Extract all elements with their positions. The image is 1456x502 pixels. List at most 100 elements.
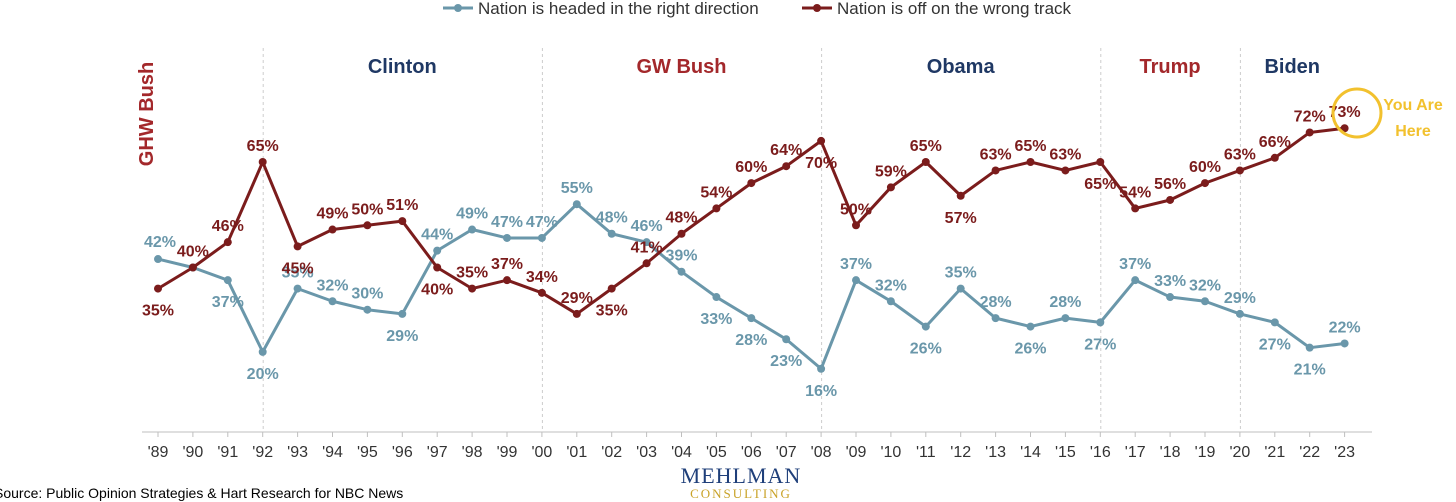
x-tick-label: '08: [811, 444, 832, 461]
president-label: Clinton: [368, 56, 437, 78]
point-wrong-track: [503, 276, 511, 285]
data-label-right-direction: 55%: [561, 180, 593, 197]
x-tick-label: '19: [1195, 444, 1216, 461]
data-label-wrong-track: 41%: [631, 239, 663, 256]
x-tick-label: '96: [392, 444, 413, 461]
data-label-wrong-track: 29%: [561, 290, 593, 307]
legend-item-wrong-track: Nation is off on the wrong track: [802, 0, 1072, 18]
president-label: Biden: [1264, 56, 1320, 78]
x-tick-label: '91: [217, 444, 238, 461]
data-label-wrong-track: 54%: [1119, 184, 1151, 201]
x-tick-label: '02: [601, 444, 622, 461]
point-right-direction: [956, 284, 965, 293]
data-label-wrong-track: 35%: [456, 265, 488, 282]
point-right-direction: [537, 233, 546, 242]
x-tick-label: '98: [462, 444, 483, 461]
data-label-wrong-track: 37%: [491, 256, 523, 273]
point-wrong-track: [537, 288, 546, 297]
point-wrong-track: [433, 263, 442, 272]
point-right-direction: [852, 276, 860, 285]
data-label-wrong-track: 54%: [700, 184, 732, 201]
x-tick-label: '16: [1090, 444, 1111, 461]
point-wrong-track: [1235, 166, 1244, 175]
point-right-direction: [223, 276, 232, 285]
point-wrong-track: [886, 183, 895, 192]
data-label-right-direction: 42%: [144, 234, 176, 251]
x-tick-label: '07: [776, 444, 797, 461]
data-label-wrong-track: 65%: [1014, 138, 1046, 155]
data-label-wrong-track: 65%: [910, 138, 942, 155]
president-label: Trump: [1140, 56, 1201, 78]
x-tick-label: '90: [182, 444, 203, 461]
data-label-wrong-track: 65%: [1084, 176, 1116, 193]
point-wrong-track: [1270, 153, 1279, 162]
x-tick-label: '06: [741, 444, 762, 461]
data-label-right-direction: 32%: [1189, 277, 1221, 294]
data-label-right-direction: 16%: [805, 383, 837, 400]
point-right-direction: [1096, 318, 1105, 327]
point-wrong-track: [154, 284, 162, 293]
point-right-direction: [1305, 343, 1314, 352]
x-tick-label: '99: [497, 444, 518, 461]
data-label-wrong-track: 35%: [596, 303, 628, 320]
point-wrong-track: [677, 229, 686, 238]
point-wrong-track: [642, 259, 651, 268]
point-right-direction: [398, 309, 407, 318]
x-tick-label: '20: [1229, 444, 1250, 461]
x-tick-label: '10: [880, 444, 901, 461]
point-right-direction: [363, 305, 372, 314]
data-label-right-direction: 26%: [910, 341, 942, 358]
legend: Nation is headed in the right direction …: [443, 0, 1072, 18]
point-right-direction: [607, 229, 616, 238]
data-label-right-direction: 37%: [1119, 256, 1151, 273]
data-label-right-direction: 39%: [665, 248, 697, 265]
x-tick-label: '11: [916, 444, 936, 461]
point-right-direction: [991, 314, 1000, 323]
x-tick-label: '93: [287, 444, 308, 461]
point-right-direction: [1026, 322, 1035, 331]
data-label-wrong-track: 59%: [875, 163, 907, 180]
president-label: GW Bush: [637, 56, 727, 78]
point-wrong-track: [991, 166, 1000, 175]
data-label-wrong-track: 72%: [1294, 108, 1326, 125]
legend-label-wrong-track: Nation is off on the wrong track: [837, 0, 1072, 18]
legend-marker-wrong-track: [813, 4, 821, 12]
annotation-line-2: Here: [1395, 123, 1431, 140]
point-right-direction: [817, 364, 826, 373]
data-label-wrong-track: 40%: [421, 282, 453, 299]
series-group: [154, 124, 1349, 373]
point-wrong-track: [1061, 166, 1070, 175]
x-tick-label: '18: [1160, 444, 1181, 461]
x-tick-label: '12: [950, 444, 971, 461]
x-tick-label: '01: [566, 444, 587, 461]
point-wrong-track: [572, 309, 581, 318]
point-right-direction: [293, 284, 302, 293]
annotation-line-1: You Are: [1383, 97, 1443, 114]
point-right-direction: [1340, 339, 1349, 348]
point-wrong-track: [328, 225, 337, 234]
data-label-wrong-track: 50%: [840, 201, 872, 218]
point-right-direction: [1201, 297, 1209, 306]
point-wrong-track: [293, 242, 302, 251]
data-label-wrong-track: 49%: [316, 206, 348, 223]
x-tick-label: '17: [1125, 444, 1146, 461]
data-label-right-direction: 28%: [980, 294, 1012, 311]
data-label-right-direction: 47%: [491, 214, 523, 231]
data-label-right-direction: 48%: [596, 210, 628, 227]
data-label-right-direction: 26%: [1014, 341, 1046, 358]
data-label-right-direction: 20%: [247, 366, 279, 383]
x-tick-label: '14: [1020, 444, 1041, 461]
data-label-wrong-track: 63%: [980, 146, 1012, 163]
data-label-wrong-track: 65%: [247, 138, 279, 155]
point-wrong-track: [1131, 204, 1140, 213]
logo-main-text: MEHLMAN: [681, 463, 802, 488]
point-right-direction: [433, 246, 442, 255]
point-right-direction: [642, 238, 651, 247]
point-right-direction: [468, 225, 477, 234]
data-label-right-direction: 47%: [526, 214, 558, 231]
data-label-right-direction: 35%: [945, 265, 977, 282]
point-right-direction: [677, 267, 686, 276]
x-tick-label: '95: [357, 444, 378, 461]
point-wrong-track: [921, 158, 930, 166]
